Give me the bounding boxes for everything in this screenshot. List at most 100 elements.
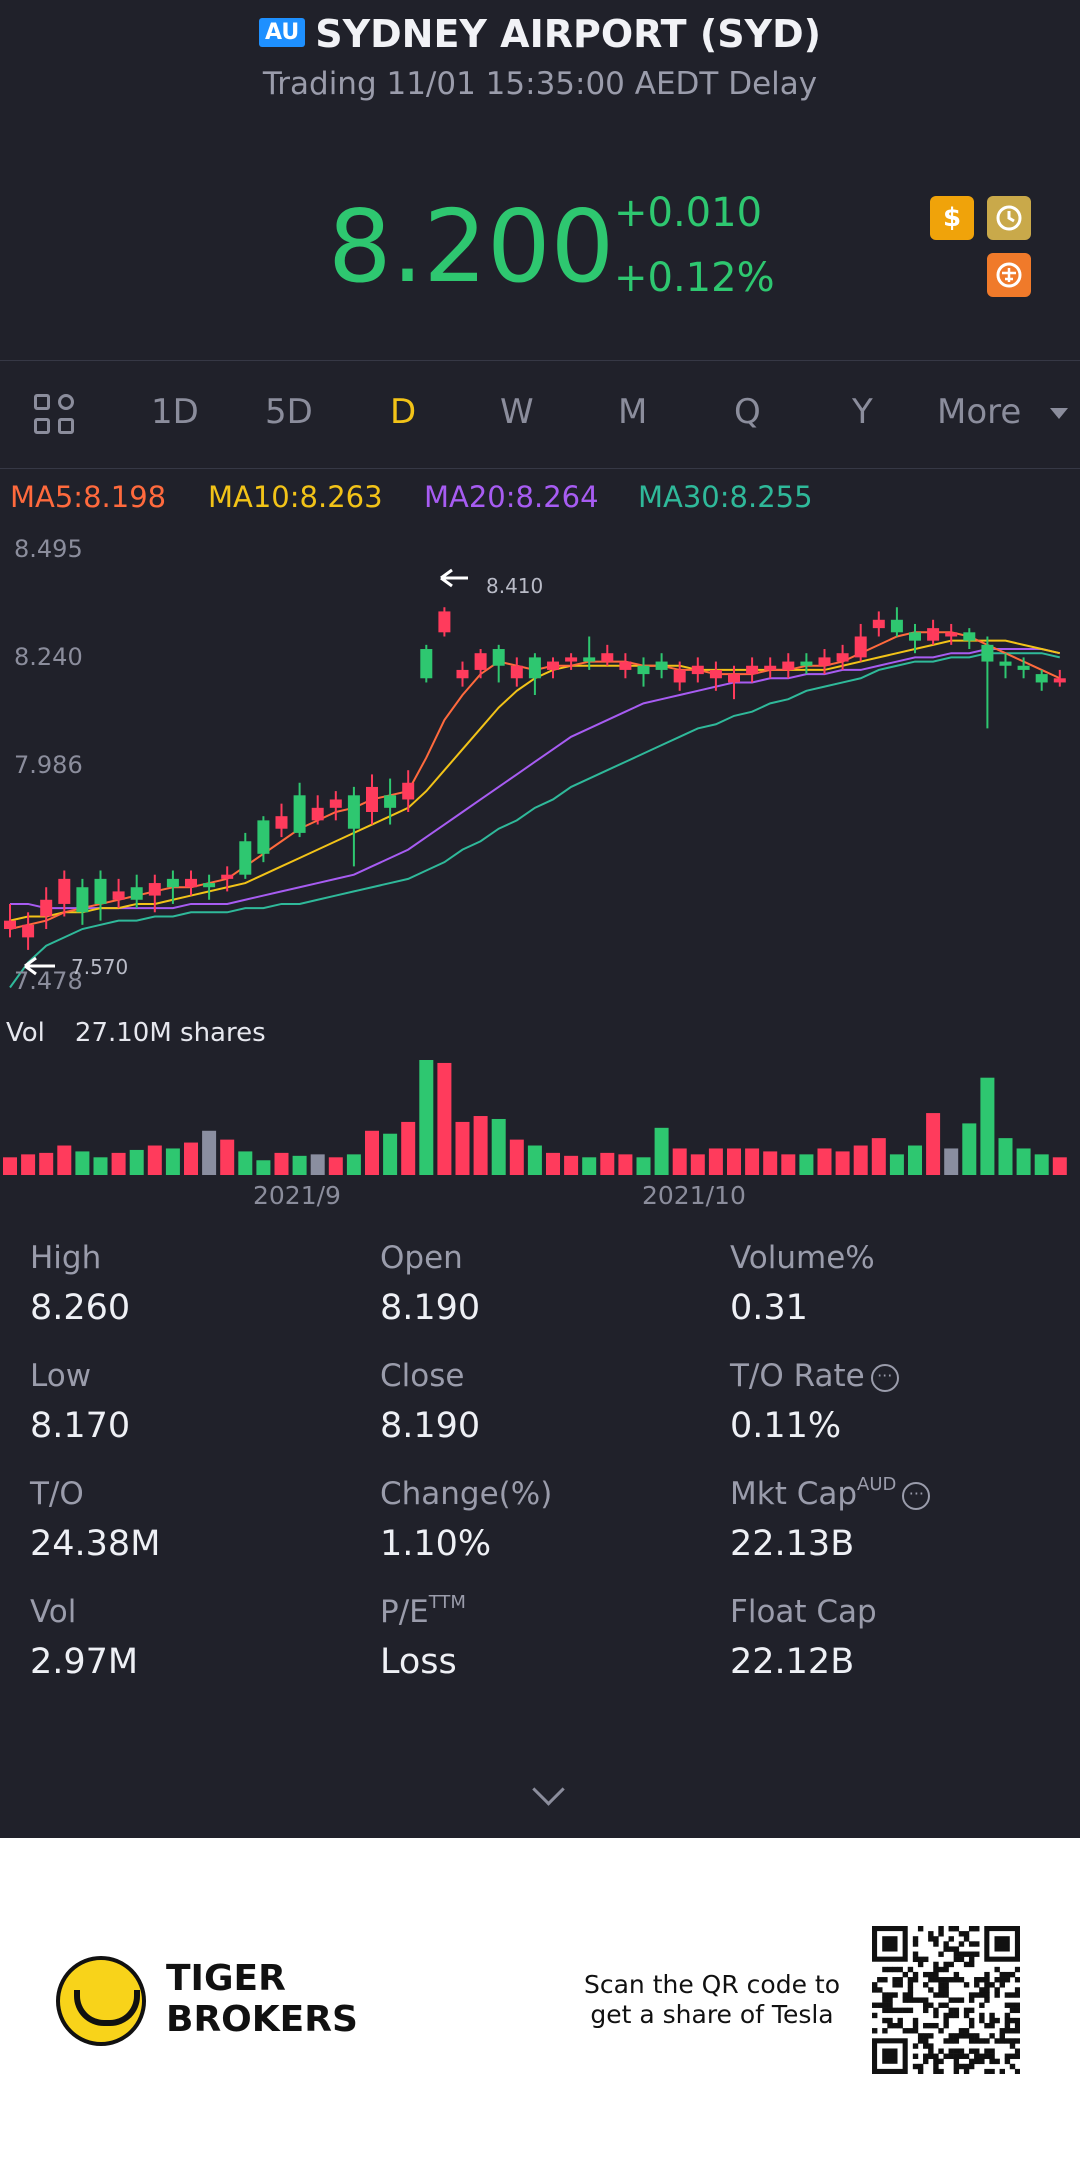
qr-module bbox=[994, 1987, 1000, 1993]
candle bbox=[1017, 665, 1030, 670]
candle bbox=[94, 878, 107, 904]
qr-module bbox=[974, 1951, 980, 1957]
tab-w[interactable]: W bbox=[500, 392, 534, 432]
qr-module bbox=[958, 2063, 965, 2070]
candlestick-chart[interactable]: 8.495 8.240 7.986 7.478 8.410 7.570 bbox=[0, 530, 1080, 1190]
stat-label: Change(%) bbox=[380, 1476, 553, 1512]
qr-module bbox=[882, 1977, 888, 1983]
dollar-icon[interactable]: $ bbox=[930, 196, 974, 240]
qr-module bbox=[968, 2033, 975, 2039]
qr-module bbox=[938, 2068, 944, 2074]
candle bbox=[872, 619, 885, 629]
qr-module bbox=[979, 2002, 985, 2008]
qr-module bbox=[923, 1982, 929, 1988]
qr-module bbox=[912, 1951, 919, 1957]
volume-bar bbox=[274, 1152, 289, 1175]
more-info-icon[interactable]: ··· bbox=[902, 1481, 931, 1510]
qr-module bbox=[968, 1926, 975, 1932]
qr-module bbox=[907, 1992, 914, 1998]
qr-module bbox=[877, 2002, 883, 2008]
candle bbox=[347, 795, 360, 829]
qr-module bbox=[917, 1926, 924, 1932]
history-icon[interactable] bbox=[987, 196, 1031, 240]
qr-module bbox=[974, 1992, 980, 1998]
chevron-down-icon[interactable] bbox=[532, 1773, 565, 1806]
qr-module bbox=[963, 2068, 970, 2074]
qr-module bbox=[994, 1977, 1000, 1983]
volume-bar bbox=[980, 1077, 995, 1175]
qr-module bbox=[948, 1961, 954, 1968]
qr-module bbox=[892, 1992, 898, 1998]
candle bbox=[456, 669, 469, 679]
layout-grid-icon[interactable] bbox=[34, 394, 76, 436]
qr-module bbox=[943, 1982, 949, 1988]
qr-module bbox=[963, 1982, 970, 1988]
tab-more[interactable]: More bbox=[937, 392, 1022, 432]
qr-module bbox=[968, 2048, 975, 2054]
tab-1d[interactable]: 1D bbox=[151, 392, 199, 432]
qr-module bbox=[887, 2017, 893, 2024]
volume-bar bbox=[328, 1157, 343, 1175]
qr-module bbox=[1009, 2038, 1016, 2044]
qr-module bbox=[917, 2063, 924, 2070]
qr-module bbox=[1004, 2012, 1011, 2019]
qr-module bbox=[953, 2012, 960, 2019]
qr-module bbox=[912, 1997, 919, 2003]
candle bbox=[40, 899, 53, 917]
chevron-down-icon[interactable] bbox=[1050, 408, 1068, 419]
candle bbox=[76, 887, 89, 913]
qr-module bbox=[943, 2017, 949, 2024]
qr-module bbox=[979, 2012, 985, 2019]
qr-code-icon[interactable] bbox=[872, 1926, 1020, 2074]
qr-module bbox=[1014, 1977, 1020, 1983]
qr-module bbox=[907, 1982, 914, 1988]
volume-bar bbox=[292, 1155, 307, 1175]
qr-module bbox=[872, 1982, 878, 1988]
volume-bar bbox=[781, 1154, 796, 1175]
candle bbox=[438, 611, 451, 633]
qr-module bbox=[902, 2007, 909, 2014]
volume-bar bbox=[926, 1113, 941, 1175]
volume-bar bbox=[727, 1148, 741, 1175]
tab-y[interactable]: Y bbox=[852, 392, 873, 432]
qr-module bbox=[928, 2022, 934, 2029]
volume-bar bbox=[690, 1154, 705, 1175]
qr-module bbox=[958, 1977, 965, 1983]
qr-module bbox=[948, 2012, 954, 2019]
qr-module bbox=[923, 1956, 929, 1963]
analysis-icon[interactable] bbox=[987, 253, 1031, 297]
qr-module bbox=[897, 2007, 903, 2014]
more-info-icon[interactable]: ··· bbox=[870, 1363, 899, 1392]
qr-module bbox=[943, 2038, 949, 2044]
stat-low: Low 8.170 bbox=[30, 1358, 130, 1446]
qr-module bbox=[872, 2012, 878, 2019]
qr-module bbox=[1004, 2022, 1011, 2029]
vol-value: 27.10M shares bbox=[74, 1018, 266, 1048]
qr-module bbox=[963, 2053, 970, 2059]
scan-text: Scan the QR code to get a share of Tesla bbox=[584, 1970, 840, 2030]
tab-m[interactable]: M bbox=[618, 392, 648, 432]
stat-value: 22.12B bbox=[730, 1642, 855, 1682]
tab-d[interactable]: D bbox=[390, 392, 417, 432]
qr-module bbox=[1014, 2002, 1020, 2008]
qr-module bbox=[912, 2028, 919, 2034]
tab-5d[interactable]: 5D bbox=[265, 392, 313, 432]
stat-label: Volume% bbox=[730, 1240, 875, 1276]
qr-module bbox=[1014, 2007, 1020, 2014]
qr-module bbox=[943, 2022, 949, 2029]
qr-module bbox=[984, 1992, 990, 1998]
qr-module bbox=[953, 1971, 960, 1978]
tab-q[interactable]: Q bbox=[734, 392, 761, 432]
vol-title: Vol bbox=[6, 1018, 45, 1048]
qr-module bbox=[917, 2038, 924, 2044]
qr-module bbox=[984, 1982, 990, 1988]
qr-module bbox=[882, 2017, 888, 2024]
candle bbox=[909, 632, 921, 641]
qr-module bbox=[974, 2033, 980, 2039]
qr-module bbox=[938, 1982, 944, 1988]
qr-module bbox=[872, 2028, 878, 2034]
candle bbox=[185, 878, 197, 888]
volume-bar bbox=[1034, 1154, 1049, 1175]
qr-module bbox=[963, 1951, 970, 1957]
qr-module bbox=[968, 2007, 975, 2014]
